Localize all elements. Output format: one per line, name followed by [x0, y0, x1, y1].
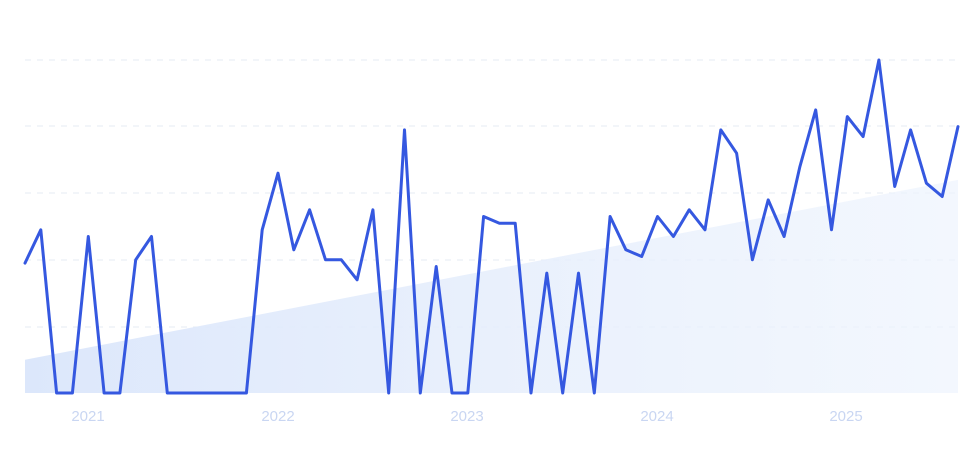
- series-line: [23, 58, 960, 395]
- x-tick-label-2021: 2021: [71, 408, 104, 425]
- trend-area: [25, 179, 958, 393]
- x-tick-label-2024: 2024: [640, 408, 673, 425]
- trend-area-layer: [25, 179, 958, 393]
- x-tick-label-2023: 2023: [450, 408, 483, 425]
- series-line-layer: [23, 58, 960, 395]
- x-axis: 2021 2022 2023 2024 2025: [71, 408, 862, 425]
- x-tick-label-2025: 2025: [829, 408, 862, 425]
- x-tick-label-2022: 2022: [261, 408, 294, 425]
